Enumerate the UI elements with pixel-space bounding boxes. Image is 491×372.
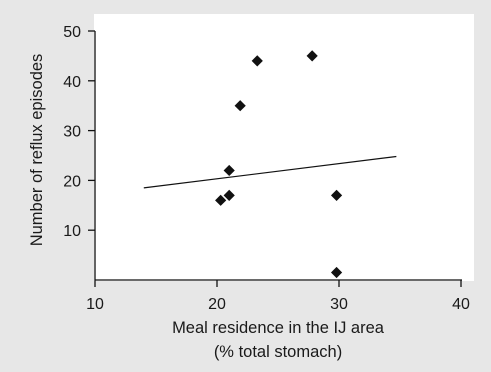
- x-axis-title-line-1: Meal residence in the IJ area: [172, 319, 385, 337]
- data-point-2: [223, 189, 235, 201]
- data-point-7: [330, 189, 343, 201]
- y-tick-label-10: 10: [63, 223, 81, 240]
- data-point-8: [330, 266, 343, 279]
- data-points: [215, 50, 343, 279]
- x-tick-label-40: 40: [452, 296, 470, 313]
- y-axis-title: Number of reflux episodes: [28, 54, 46, 247]
- x-tick-label-20: 20: [208, 296, 226, 313]
- tick-marks: [88, 30, 462, 287]
- data-point-5: [251, 55, 263, 67]
- trend-line: [143, 155, 397, 189]
- data-point-6: [306, 50, 318, 62]
- data-point-4: [234, 100, 246, 112]
- y-tick-label-40: 40: [63, 74, 81, 91]
- data-point-3: [223, 164, 235, 177]
- y-tick-label-30: 30: [63, 124, 81, 141]
- x-tick-label-10: 10: [86, 296, 104, 313]
- y-tick-label-50: 50: [63, 24, 81, 41]
- tick-labels: 10 20 30 40 10 20 30 40 50: [63, 24, 470, 313]
- x-axis-title-line-2: (% total stomach): [214, 343, 342, 361]
- trend-line-group: [143, 155, 397, 189]
- data-point-1: [215, 194, 227, 206]
- x-tick-label-30: 30: [330, 296, 348, 313]
- axes: [94, 31, 462, 281]
- y-tick-label-20: 20: [63, 173, 81, 190]
- plot-area: [94, 14, 474, 281]
